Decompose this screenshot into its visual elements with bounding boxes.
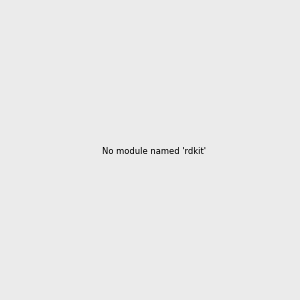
Text: No module named 'rdkit': No module named 'rdkit' (102, 147, 206, 156)
